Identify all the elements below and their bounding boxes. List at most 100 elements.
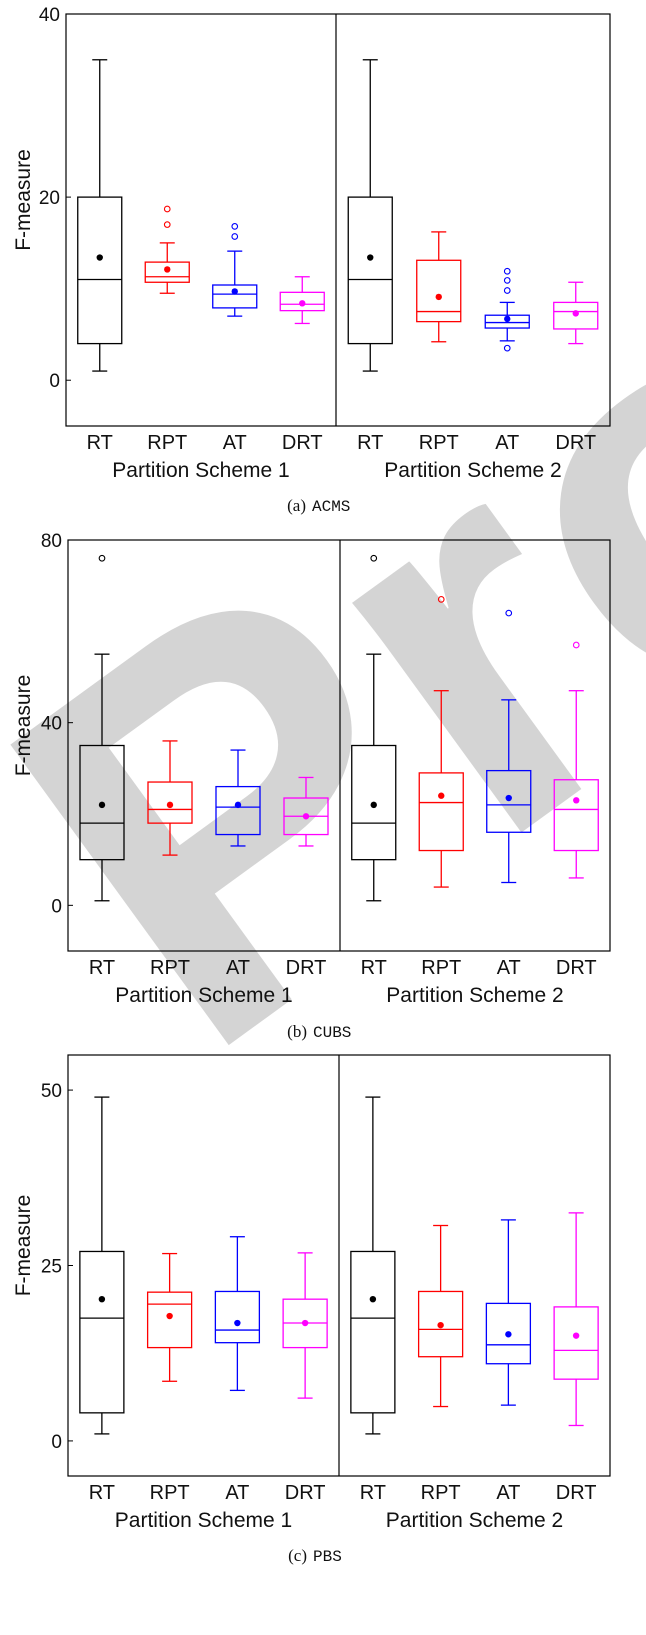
outlier-point [503, 287, 511, 294]
box-at-scheme-2 [485, 1219, 532, 1406]
interquartile-box [214, 1290, 261, 1344]
outlier-point [503, 344, 511, 352]
interquartile-box [486, 769, 532, 833]
x-tick-label: AT [497, 957, 521, 979]
y-tick-label: 40 [41, 714, 62, 735]
mean-marker [231, 288, 238, 295]
mean-marker [369, 1295, 377, 1303]
box-rpt-scheme-2 [418, 596, 464, 888]
box-at-scheme-1 [212, 223, 258, 317]
mean-marker [367, 254, 374, 261]
chart-panel-acms: 0 20 40 F-measure Partition Scheme 1 Partitio… [12, 5, 611, 516]
interquartile-box [351, 744, 397, 861]
outlier-point [503, 267, 511, 275]
interquartile-box [484, 314, 530, 329]
mean-marker [96, 254, 103, 261]
interquartile-box [553, 779, 599, 852]
y-tick-label: 0 [51, 896, 62, 917]
x-tick-label: DRT [286, 957, 327, 979]
mean-marker [572, 1332, 580, 1339]
interquartile-box [146, 1291, 193, 1349]
outlier-point [505, 609, 513, 617]
x-tick-label: DRT [556, 1482, 597, 1504]
mean-marker [435, 293, 442, 301]
box-rpt-scheme-2 [417, 1224, 464, 1408]
y-tick-label: 50 [41, 1081, 62, 1102]
interquartile-box [279, 291, 325, 312]
mean-marker [301, 1319, 309, 1327]
mean-marker [573, 797, 580, 804]
caption-name: ACMS [312, 498, 350, 516]
mean-marker [572, 310, 579, 317]
x-tick-label: RT [357, 432, 383, 454]
x-tick-label: DRT [285, 1482, 326, 1504]
outlier-point [231, 223, 239, 230]
outlier-point [98, 554, 106, 562]
y-tick-label: 0 [49, 371, 60, 392]
x-tick-label: RT [361, 957, 387, 979]
box-rt-scheme-1 [79, 554, 125, 902]
x-tick-label: AT [223, 432, 247, 454]
x-tick-label: RPT [419, 432, 459, 454]
box-rpt-scheme-1 [144, 205, 190, 294]
x-tick-label: RPT [421, 1482, 461, 1504]
outlier-point [572, 641, 580, 649]
box-drt-scheme-1 [282, 1252, 328, 1399]
outlier-point [503, 277, 511, 284]
x-tick-label: AT [496, 1482, 520, 1504]
box-at-scheme-2 [486, 609, 532, 884]
caption-name: PBS [313, 1548, 342, 1566]
box-rt-scheme-2 [351, 554, 397, 902]
box-at-scheme-1 [214, 1236, 261, 1392]
interquartile-box [416, 259, 462, 323]
outlier-point [163, 221, 171, 228]
y-tick-label: 20 [39, 188, 60, 209]
y-tick-label: 0 [51, 1432, 62, 1453]
interquartile-box [350, 1250, 396, 1414]
caption-label: (a) [287, 496, 306, 515]
interquartile-box [417, 1290, 464, 1358]
mean-marker [164, 266, 171, 273]
box-rpt-scheme-2 [416, 231, 462, 343]
outlier-point [370, 554, 378, 562]
x-tick-label: AT [226, 957, 250, 979]
y-tick-label: 40 [39, 5, 60, 26]
interquartile-box [485, 1302, 532, 1365]
group-label: Partition Scheme 1 [115, 1509, 292, 1532]
x-tick-label: AT [225, 1482, 249, 1504]
y-tick-label: 80 [41, 531, 62, 552]
box-rt-scheme-1 [79, 1096, 125, 1435]
mean-marker [98, 801, 106, 809]
caption-label: (b) [287, 1022, 307, 1041]
y-axis-label: F-measure [12, 149, 35, 251]
box-drt-scheme-2 [553, 281, 599, 345]
mean-marker [505, 1331, 512, 1338]
interquartile-box [212, 284, 258, 309]
group-label: Partition Scheme 1 [112, 459, 289, 482]
box-rpt-scheme-1 [147, 740, 193, 856]
x-tick-label: DRT [282, 432, 323, 454]
interquartile-box [347, 196, 393, 345]
interquartile-box [79, 744, 125, 861]
plot-frame [67, 539, 611, 952]
box-rpt-scheme-1 [146, 1252, 193, 1382]
interquartile-box [144, 261, 190, 283]
box-rt-scheme-2 [347, 59, 393, 372]
plot-frame [65, 13, 611, 427]
mean-marker [234, 801, 242, 809]
outlier-point [231, 233, 239, 240]
mean-marker [438, 792, 445, 799]
x-tick-label: RT [89, 957, 115, 979]
outlier-point [163, 205, 171, 213]
group-label: Partition Scheme 1 [115, 984, 292, 1007]
x-tick-label: AT [495, 432, 519, 454]
caption-label: (c) [288, 1546, 307, 1565]
interquartile-box [79, 1250, 125, 1414]
box-at-scheme-2 [484, 267, 530, 352]
outlier-point [437, 596, 445, 603]
box-at-scheme-1 [215, 749, 261, 847]
x-tick-label: RPT [147, 432, 187, 454]
y-axis-label: F-measure [12, 675, 35, 777]
box-drt-scheme-1 [283, 776, 329, 847]
